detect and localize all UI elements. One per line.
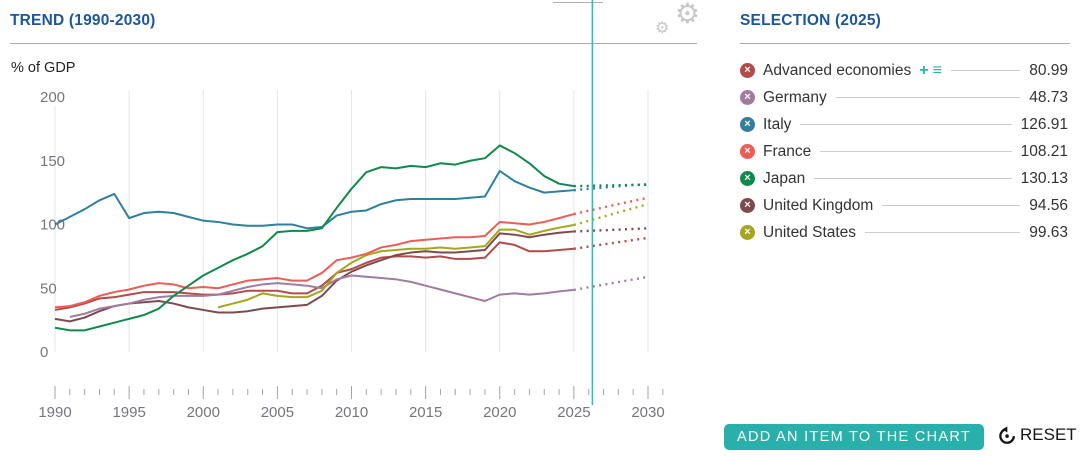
trend-chart-canvas[interactable]: 0 50 100 150 200 1990 1995 2000 2005 2010 2015 2020… — [0, 0, 720, 456]
remove-series-icon[interactable]: × — [740, 171, 755, 186]
svg-text:1990: 1990 — [38, 404, 71, 421]
svg-text:200: 200 — [40, 89, 65, 106]
legend-item-value: 126.91 — [1020, 115, 1068, 133]
y-axis-unit-label: % of GDP — [11, 60, 76, 76]
series-projection-line — [573, 183, 649, 192]
svg-text:50: 50 — [40, 280, 57, 297]
remove-series-icon[interactable]: × — [740, 225, 755, 240]
gear-icon: ⚙ — [674, 0, 700, 29]
series-projection-line — [573, 227, 649, 233]
add-item-button[interactable]: ADD AN ITEM TO THE CHART — [724, 424, 984, 450]
selection-title-divider — [740, 43, 1070, 44]
leader-line — [800, 124, 1012, 125]
legend-item-value: 108.21 — [1020, 142, 1068, 160]
legend-item-value: 48.73 — [1029, 88, 1068, 106]
legend-item: × France 108.21 — [740, 138, 1068, 165]
legend-item: × Japan 130.13 — [740, 165, 1068, 192]
svg-text:2010: 2010 — [335, 404, 368, 421]
remove-series-icon[interactable]: × — [740, 144, 755, 159]
remove-series-icon[interactable]: × — [740, 63, 755, 78]
svg-text:2025: 2025 — [557, 404, 590, 421]
svg-text:2020: 2020 — [483, 404, 516, 421]
svg-text:0: 0 — [40, 344, 48, 361]
legend-item-value: 80.99 — [1029, 61, 1068, 79]
series-tools: + ≡ — [919, 61, 942, 79]
legend-item-label: Italy — [763, 115, 792, 133]
series-line — [69, 274, 574, 318]
series-line — [54, 169, 574, 230]
trend-panel-title: TREND (1990-2030) — [10, 12, 156, 29]
svg-text:2030: 2030 — [631, 404, 664, 421]
selection-panel-title: SELECTION (2025) — [740, 12, 882, 29]
series-projection-line — [573, 275, 649, 292]
legend-item-label: Germany — [763, 88, 827, 106]
legend-item: × Germany 48.73 — [740, 84, 1068, 111]
gear-icon-small: ⚙ — [655, 20, 670, 37]
svg-text:2005: 2005 — [261, 404, 294, 421]
legend-item: × United States 99.63 — [740, 219, 1068, 246]
leader-line — [950, 70, 1021, 71]
svg-text:2015: 2015 — [409, 404, 442, 421]
remove-series-icon[interactable]: × — [740, 198, 755, 213]
svg-text:2000: 2000 — [187, 404, 220, 421]
remove-series-icon[interactable]: × — [740, 90, 755, 105]
leader-line — [814, 178, 1012, 179]
leader-line — [882, 205, 1021, 206]
legend-item: × United Kingdom 94.56 — [740, 192, 1068, 219]
add-subitems-icon[interactable]: + — [919, 61, 929, 79]
legend-item: × Italy 126.91 — [740, 111, 1068, 138]
reset-button[interactable]: RESET — [997, 425, 1077, 445]
series-line — [54, 213, 575, 309]
chart-settings-button[interactable]: ⚙ ⚙ — [648, 0, 702, 44]
reset-label: RESET — [1020, 425, 1077, 444]
svg-text:1995: 1995 — [112, 404, 145, 421]
svg-text:150: 150 — [40, 153, 65, 170]
svg-text:100: 100 — [40, 217, 65, 234]
series-line — [217, 223, 575, 309]
series-line — [54, 144, 575, 332]
legend-item-label: United States — [763, 223, 857, 241]
leader-line — [865, 232, 1021, 233]
legend-item-value: 130.13 — [1020, 169, 1068, 187]
legend-item: × Advanced economies + ≡ 80.99 — [740, 57, 1068, 84]
legend-item-label: France — [763, 142, 812, 160]
series-projection-line — [573, 236, 649, 250]
list-icon[interactable]: ≡ — [932, 61, 942, 79]
series-line — [54, 241, 574, 311]
series-projection-line — [573, 183, 649, 188]
legend-item-value: 99.63 — [1029, 223, 1068, 241]
remove-series-icon[interactable]: × — [740, 117, 755, 132]
legend-item-label: United Kingdom — [763, 196, 874, 214]
trend-title-divider — [10, 43, 697, 44]
series-projection-line — [573, 196, 649, 216]
legend-item-label: Japan — [763, 169, 806, 187]
series-projection-line — [573, 202, 649, 227]
legend-item-value: 94.56 — [1029, 196, 1068, 214]
leader-line — [835, 97, 1021, 98]
leader-line — [820, 151, 1012, 152]
series-line — [54, 230, 574, 323]
reset-icon — [999, 425, 1015, 444]
selection-legend: × Advanced economies + ≡ 80.99 × Germany … — [740, 57, 1068, 246]
legend-item-label: Advanced economies — [763, 61, 912, 79]
